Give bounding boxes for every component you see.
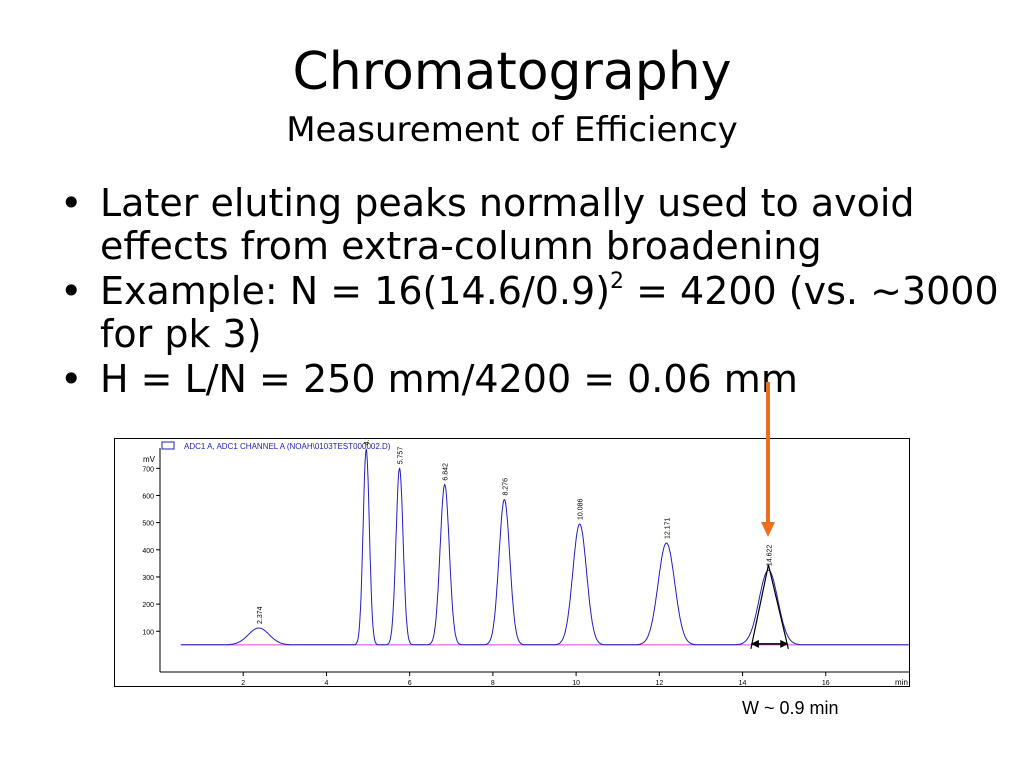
y-axis-label: mV [143,455,156,464]
bullet-dot: • [60,357,83,401]
bullet-text: Later eluting peaks normally used to avo… [100,181,915,268]
x-tick-label: 14 [739,680,747,687]
slide-title: Chromatography [292,42,732,102]
peak-label: 6.842 [443,463,450,481]
chromatogram-trace [180,448,909,646]
tangent-line-right [767,564,789,649]
x-tick-label: 6 [408,680,412,687]
bullet-item: • Later eluting peaks normally used to a… [60,182,1000,268]
tangent-line-left [750,564,770,649]
x-tick-label: 12 [655,680,663,687]
pointer-arrow [761,382,776,537]
slide-subtitle: Measurement of Efficiency [286,110,738,150]
y-tick-label: 300 [142,575,154,582]
peak-label: 14.622 [766,545,773,567]
width-arrow-head-right [780,639,789,648]
chart-axes: 100 200 300 400 500 600 700 2 4 6 8 10 12 14 16 [142,448,909,687]
x-tick-label: 10 [572,680,580,687]
bullet-text: H = L/N = 250 mm/4200 = 0.06 mm [100,357,798,401]
width-arrow-head-left [750,639,759,648]
peak-label: 4.956 [364,438,371,445]
y-tick-label: 100 [142,629,154,636]
bullet-dot: • [60,181,83,225]
bullet-text-pre: Example: N = 16(14.6/0.9) [100,269,611,313]
chart-plot-area: 2.374 4.956 5.757 6.842 8.276 10.086 12.171 14.… [180,438,909,649]
bullet-list: • Later eluting peaks normally used to a… [60,182,1000,403]
bullet-dot: • [60,269,83,313]
bullet-text-post: = 4200 (vs. ~3000 for pk 3) [100,269,999,356]
bullet-item: • Example: N = 16(14.6/0.9)2 = 4200 (vs.… [60,270,1000,356]
legend-label: ADC1 A, ADC1 CHANNEL A (NOAH\0103TEST000… [184,442,391,451]
peak-label: 10.086 [578,498,585,520]
y-tick-label: 400 [142,548,154,555]
x-axis-label: min [895,678,908,687]
x-tick-label: 4 [324,680,328,687]
peak-label: 12.171 [664,517,671,539]
chart-frame [114,438,910,687]
peak-label: 5.757 [398,447,405,465]
chromatogram-chart: ADC1 A, ADC1 CHANNEL A (NOAH\0103TEST000… [114,438,910,687]
peak-label: 8.276 [502,478,509,496]
x-tick-label: 8 [491,680,495,687]
y-tick-label: 500 [142,521,154,528]
bullet-superscript: 2 [610,269,625,294]
x-tick-label: 2 [241,680,245,687]
bullet-item: • H = L/N = 250 mm/4200 = 0.06 mm [60,358,1000,401]
peak-label: 2.374 [257,606,264,624]
y-tick-label: 200 [142,602,154,609]
y-tick-label: 600 [142,493,154,500]
legend-swatch [161,441,175,450]
pointer-arrow-head [761,522,776,537]
y-tick-label: 700 [142,466,154,473]
peak-width-annotation: W ~ 0.9 min [742,698,839,718]
x-tick-label: 16 [822,680,830,687]
